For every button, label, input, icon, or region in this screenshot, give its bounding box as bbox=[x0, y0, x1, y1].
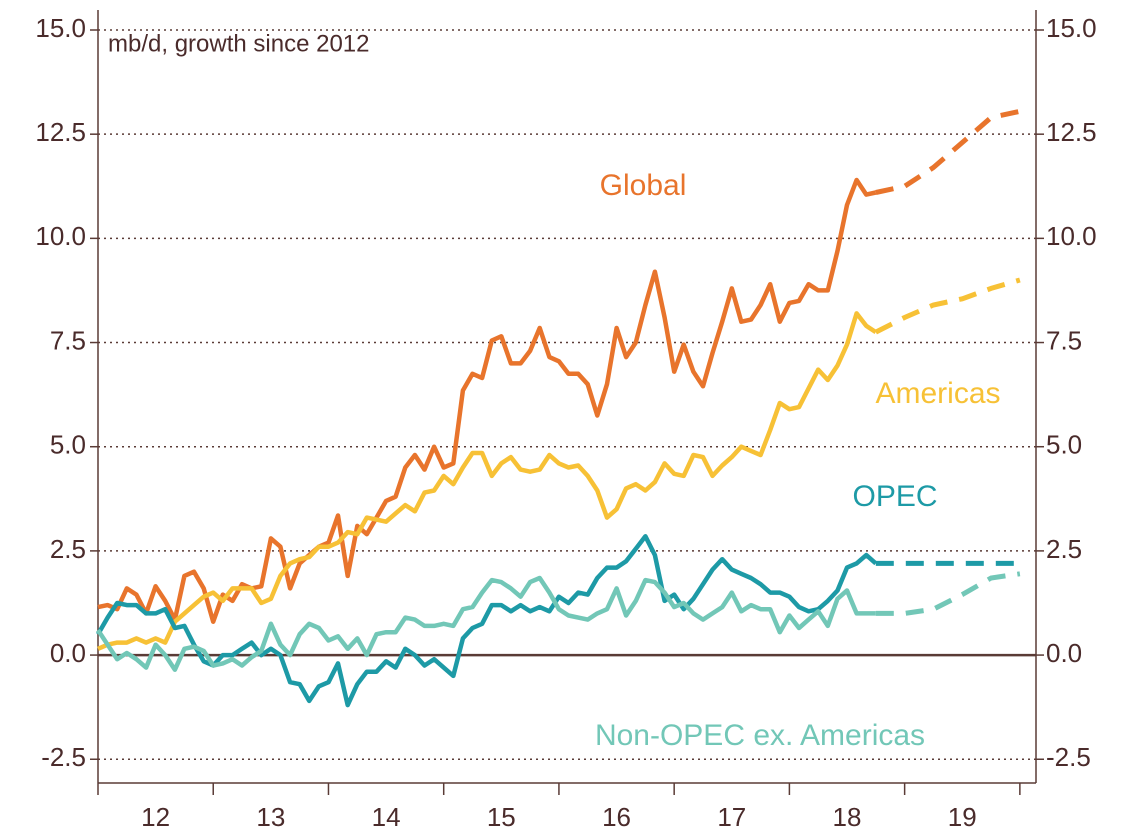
y-tick-label: 0.0 bbox=[50, 638, 86, 668]
x-tick-label: 17 bbox=[717, 802, 746, 832]
x-tick-label: 14 bbox=[372, 802, 401, 832]
series-label: Global bbox=[600, 169, 687, 202]
y-tick-label: 15.0 bbox=[35, 13, 86, 43]
y-tick-label: 5.0 bbox=[50, 430, 86, 460]
series-label: OPEC bbox=[852, 480, 937, 513]
series-line bbox=[97, 311, 878, 651]
x-tick-label: 18 bbox=[833, 802, 862, 832]
y2-tick-label: 2.5 bbox=[1046, 534, 1082, 564]
y2-tick-label: -2.5 bbox=[1046, 742, 1091, 772]
y-tick-label: -2.5 bbox=[41, 742, 86, 772]
x-tick-label: 15 bbox=[487, 802, 516, 832]
series-line bbox=[96, 575, 876, 672]
x-tick-label: 16 bbox=[602, 802, 631, 832]
y2-tick-label: 10.0 bbox=[1046, 221, 1097, 251]
y-tick-label: 10.0 bbox=[35, 221, 86, 251]
chart-subtitle: mb/d, growth since 2012 bbox=[108, 30, 369, 57]
forecast-line bbox=[874, 277, 1021, 335]
y2-tick-label: 12.5 bbox=[1046, 117, 1097, 147]
y2-tick-label: 0.0 bbox=[1046, 638, 1082, 668]
y2-tick-label: 15.0 bbox=[1046, 13, 1097, 43]
series-label: Non-OPEC ex. Americas bbox=[595, 719, 925, 752]
y2-tick-label: 5.0 bbox=[1046, 430, 1082, 460]
x-tick-label: 12 bbox=[141, 802, 170, 832]
y2-tick-label: 7.5 bbox=[1046, 325, 1082, 355]
forecast-line bbox=[875, 571, 1021, 616]
forecast-line bbox=[875, 108, 1021, 195]
x-tick-label: 13 bbox=[256, 802, 285, 832]
y-tick-label: 7.5 bbox=[50, 325, 86, 355]
y-tick-label: 2.5 bbox=[50, 534, 86, 564]
series-label: Americas bbox=[875, 377, 1000, 410]
series-line bbox=[96, 534, 878, 708]
y-tick-label: 12.5 bbox=[35, 117, 86, 147]
series-line bbox=[97, 177, 877, 624]
x-tick-label: 19 bbox=[948, 802, 977, 832]
